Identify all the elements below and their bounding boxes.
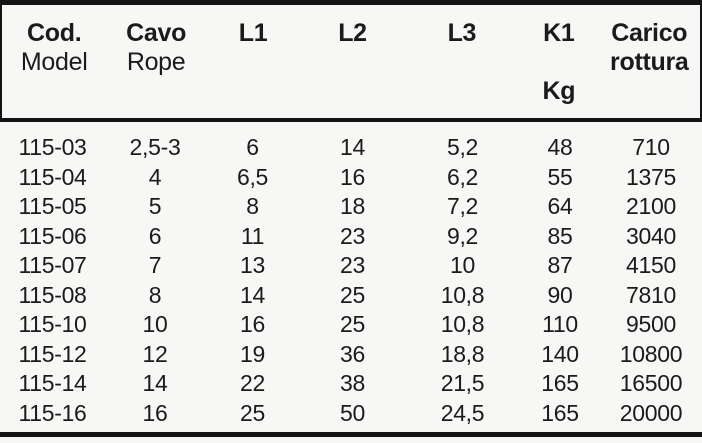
table-cell: 8 — [246, 193, 259, 219]
table-cell: 6 — [148, 222, 162, 249]
table-cell: 115-07 — [18, 252, 87, 278]
table-cell: 48 — [547, 134, 573, 160]
table-cell: 4150 — [626, 252, 676, 278]
top-rule — [0, 0, 702, 5]
table-cell: 11 — [240, 222, 265, 249]
column-header-line: Cod. — [27, 19, 82, 47]
table-cell: 85 — [547, 222, 573, 249]
column-header-line: L2 — [338, 19, 367, 47]
column-header-line: Carico — [611, 19, 688, 47]
table-cell: 9,2 — [446, 222, 479, 249]
column-header-line: rottura — [610, 48, 689, 76]
table-cell: 36 — [340, 340, 365, 367]
table-cell: 8 — [148, 281, 162, 308]
table-cell: 18,8 — [440, 340, 485, 367]
table-cell: 24,5 — [440, 399, 485, 426]
table-cell: 165 — [541, 399, 579, 426]
table-cell: 16 — [240, 311, 265, 337]
table-cell: 20000 — [619, 399, 683, 426]
column-header-cod-model: Cod. Model — [2, 19, 106, 118]
table-cell: 10800 — [619, 340, 683, 367]
column-header-line: K1 — [543, 19, 575, 47]
table-cell: 23 — [340, 222, 365, 249]
table-cell: 14 — [240, 281, 265, 308]
column-header-line: Kg — [542, 77, 576, 105]
table-cell: 10 — [450, 252, 475, 278]
column-header-cavo-rope: Cavo Rope — [106, 19, 205, 118]
column-header-line: Model — [20, 48, 88, 76]
table-cell: 7,2 — [446, 193, 479, 219]
table-cell: 16500 — [619, 370, 683, 396]
table-cell: 5 — [148, 193, 162, 219]
bottom-rule — [0, 432, 702, 437]
table-cell: 25 — [340, 311, 365, 337]
table-cell: 115-10 — [18, 311, 87, 337]
table-cell: 21,5 — [440, 370, 485, 396]
table-cell: 10 — [142, 311, 168, 337]
table-cell: 6,2 — [446, 163, 479, 190]
table-cell: 22 — [240, 370, 265, 396]
column-header-l2: L2 — [300, 19, 404, 118]
table-cell: 10,8 — [440, 281, 485, 308]
column-header-l1: L1 — [206, 19, 300, 118]
table-cell: 23 — [340, 252, 365, 278]
table-cell: 14 — [142, 370, 168, 396]
table-cell: 13 — [240, 252, 265, 278]
table-cell: 50 — [340, 399, 365, 426]
table-cell: 165 — [541, 370, 579, 396]
table-cell: 115-06 — [18, 222, 87, 249]
table-cell: 6 — [246, 134, 259, 160]
table-cell: 16 — [340, 163, 365, 190]
table-cell: 38 — [340, 370, 365, 396]
table-cell: 2,5-3 — [129, 134, 181, 160]
table-cell: 5,2 — [446, 134, 479, 160]
table-cell: 115-16 — [18, 399, 87, 426]
table-cell: 64 — [547, 193, 573, 219]
table-cell: 710 — [632, 134, 670, 160]
table-cell: 9500 — [626, 311, 676, 337]
table-cell: 4 — [148, 163, 162, 190]
table-cell: 3040 — [626, 222, 676, 249]
table-cell: 87 — [547, 252, 573, 278]
table-cell: 6,5 — [236, 163, 269, 190]
table-cell: 7 — [148, 252, 162, 278]
table-cell: 115-14 — [18, 370, 87, 396]
table-cell: 16 — [142, 399, 168, 426]
column-header-carico-rottura: Carico rottura — [599, 19, 700, 118]
table-cell: 7810 — [626, 281, 676, 308]
table-cell: 90 — [547, 281, 573, 308]
table-cell: 115-08 — [18, 281, 87, 308]
table-cell: 25 — [240, 399, 265, 426]
table-cell: 115-05 — [18, 193, 87, 219]
table-cell: 10,8 — [440, 311, 485, 337]
table-cell: 115-04 — [18, 163, 87, 190]
column-header-k1-kg: K1 Kg — [519, 19, 599, 118]
table-cell: 19 — [240, 340, 265, 367]
header-separator-rule — [0, 118, 702, 122]
column-header-l3: L3 — [405, 19, 519, 118]
column-header-line: Rope — [126, 48, 186, 76]
table-cell: 55 — [547, 163, 573, 190]
table-cell: 12 — [142, 340, 168, 367]
column-header-line: L3 — [447, 19, 477, 47]
table-cell: 110 — [542, 311, 578, 337]
column-header-line: L1 — [238, 19, 268, 47]
table-body: 115-03 2,5-3 6 14 5,2 48 710 115-04 4 6,… — [0, 122, 702, 432]
column-header-line: Cavo — [126, 19, 187, 47]
table-cell: 2100 — [626, 193, 676, 219]
table-cell: 140 — [541, 340, 579, 367]
table-cell: 1375 — [626, 163, 676, 190]
table-cell: 115-12 — [18, 340, 87, 367]
table-header-row: Cod. Model Cavo Rope L1 L2 L3 K1 Kg Cari… — [0, 5, 702, 118]
table-cell: 14 — [340, 134, 365, 160]
table-cell: 115-03 — [18, 134, 87, 160]
table-cell: 25 — [340, 281, 365, 308]
table-cell: 18 — [340, 193, 365, 219]
